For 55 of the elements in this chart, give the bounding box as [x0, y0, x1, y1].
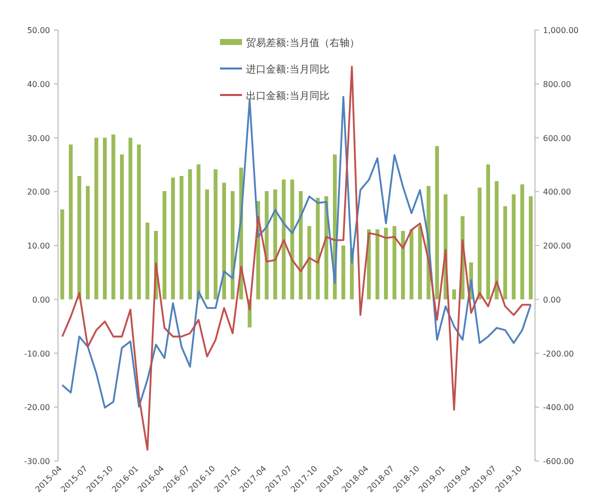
bar	[418, 226, 422, 300]
y2-tick-label: 800.00	[543, 80, 571, 89]
y-tick-label: 20.00	[27, 188, 50, 197]
bar	[435, 146, 439, 300]
bar	[214, 169, 218, 300]
bar	[384, 228, 388, 300]
bar	[171, 178, 175, 300]
legend-label: 出口金额:当月同比	[246, 90, 330, 102]
bar	[205, 189, 209, 300]
bar	[392, 226, 396, 300]
bar	[520, 184, 524, 300]
bar	[128, 138, 132, 300]
y-tick-label: -20.00	[24, 403, 50, 412]
y-tick-label: 40.00	[27, 80, 50, 89]
y2-tick-label: 600.00	[543, 134, 571, 143]
bar	[188, 169, 192, 300]
bar	[86, 186, 90, 300]
legend-label: 贸易差额:当月值（右轴）	[246, 37, 360, 49]
bar	[137, 144, 141, 300]
bar	[528, 196, 533, 300]
bar	[60, 209, 64, 300]
bar	[94, 138, 98, 300]
bar	[120, 154, 124, 300]
bar	[410, 229, 414, 300]
y-tick-label: 50.00	[27, 26, 50, 35]
bar	[486, 164, 490, 300]
bar	[401, 230, 405, 300]
bar	[452, 289, 456, 300]
y2-tick-label: 200.00	[543, 242, 571, 250]
bar	[180, 176, 184, 300]
y-tick-label: 0.00	[32, 295, 50, 304]
y-tick-label: -30.00	[24, 457, 50, 466]
bar	[196, 164, 200, 300]
bar	[478, 188, 482, 300]
y-tick-label: -10.00	[24, 349, 50, 358]
legend-label: 进口金额:当月同比	[246, 64, 330, 76]
y-tick-label: 10.00	[27, 242, 50, 250]
y2-tick-label: 0.00	[543, 295, 561, 304]
bar	[111, 134, 116, 300]
bar	[102, 138, 107, 300]
bar	[146, 222, 150, 300]
bar	[503, 206, 508, 300]
y2-tick-label: 400.00	[543, 188, 571, 197]
y2-tick-label: -600.00	[543, 457, 574, 466]
y-tick-label: 30.00	[27, 134, 50, 143]
bar	[376, 229, 380, 300]
bar	[341, 246, 346, 300]
bar	[68, 144, 73, 300]
y2-tick-label: 1,000.00	[543, 26, 579, 35]
bar	[230, 191, 235, 300]
y2-tick-label: -200.00	[543, 349, 574, 358]
bar	[512, 194, 516, 300]
bar	[222, 182, 226, 300]
bar	[162, 191, 166, 300]
y2-tick-label: -400.00	[543, 403, 574, 412]
